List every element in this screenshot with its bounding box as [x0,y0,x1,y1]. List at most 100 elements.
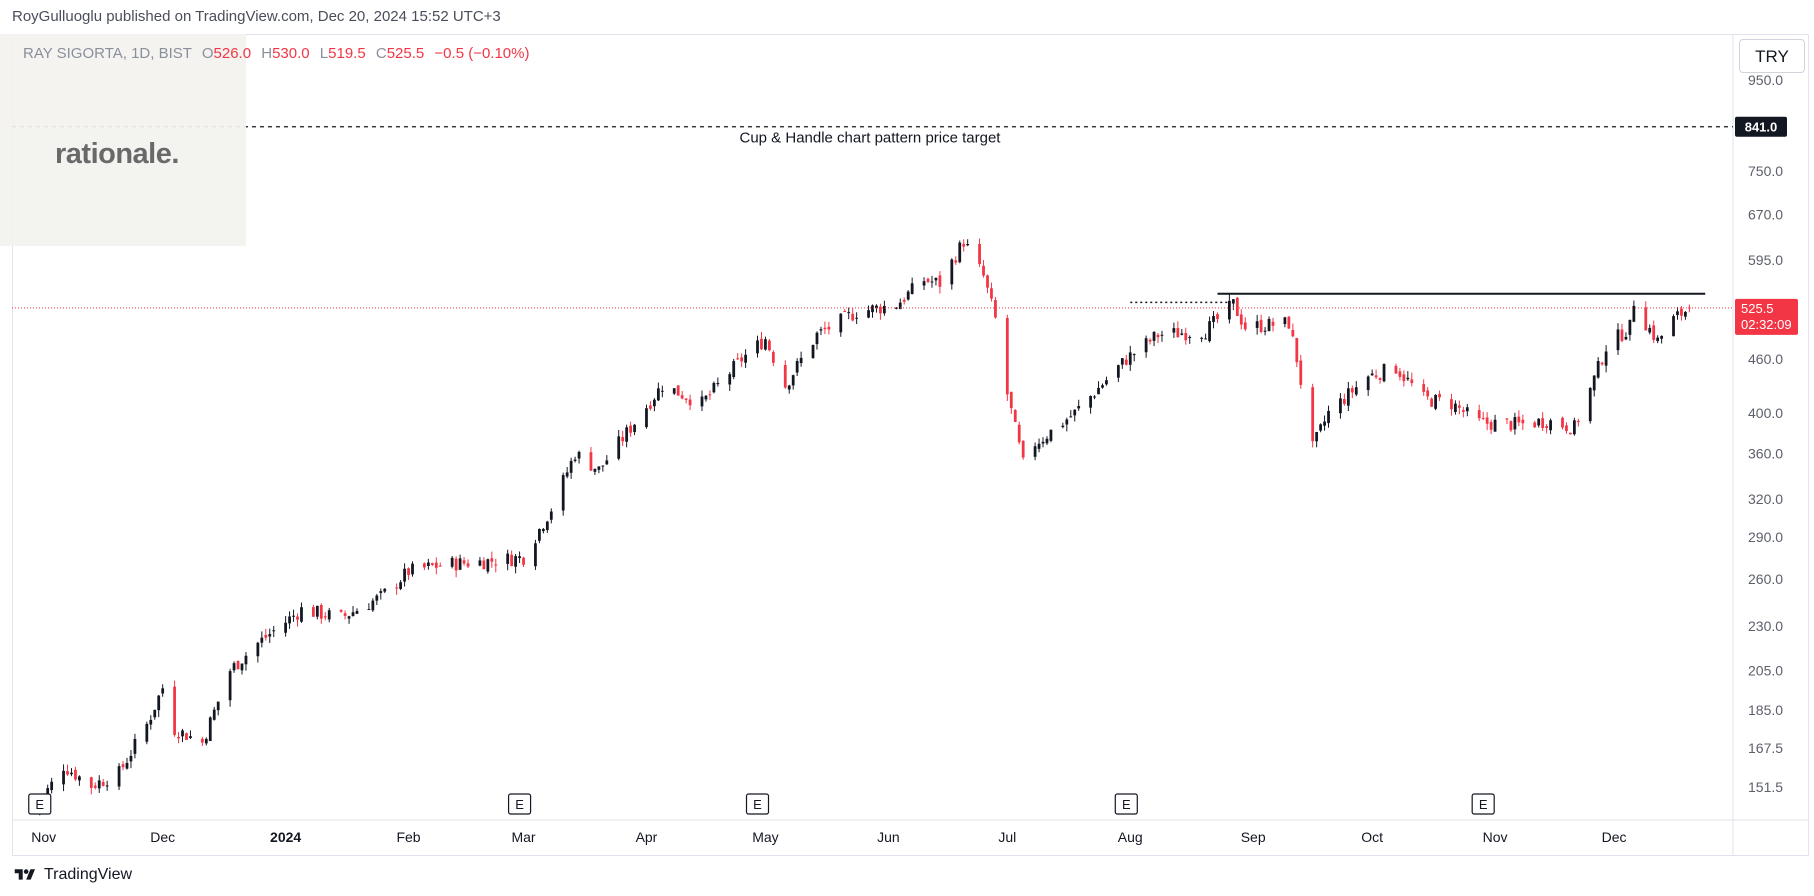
candle-body [1259,319,1263,332]
earnings-marker [28,793,52,815]
candle-body [545,521,549,531]
candle-body [323,616,327,618]
candle-body [383,588,387,592]
candle-body [236,660,240,670]
candle-body [815,332,819,345]
candle-body [1600,362,1604,365]
candle-body [351,612,355,616]
candle-body [1208,321,1211,342]
candle-body [288,616,291,624]
candle-body [1105,380,1108,385]
candle-body [1116,365,1120,378]
x-tick-label: Jul [998,829,1016,845]
candle-body [760,338,763,350]
candle-body [1350,388,1354,393]
candle-body [1426,390,1430,397]
candle-body [1481,417,1485,419]
candle-body [621,437,625,442]
candle-body [930,281,934,283]
candle-body [847,312,851,314]
candle-body [1267,318,1271,331]
x-tick-label: Nov [31,829,56,845]
candle-body [173,686,176,735]
candle-body [1684,311,1687,317]
x-tick-label: 2024 [270,829,301,845]
candle-body [934,277,938,281]
candle-body [799,357,803,364]
candle-body [1148,339,1152,342]
candle-body [1204,338,1207,340]
candle-body [700,396,704,407]
candle-body [1188,337,1192,339]
candle-body [867,310,870,318]
candle-body [1132,354,1136,356]
earnings-marker [1114,793,1138,815]
x-tick-label: Mar [511,829,535,845]
candle-body [185,733,188,740]
candle-body [339,609,343,612]
candle-body [569,460,573,473]
candle-body [902,300,906,302]
candle-body [660,390,664,392]
candle-body [1299,360,1303,385]
candle-body [561,475,565,511]
candle-body [1013,409,1017,423]
candle-body [605,460,609,465]
target-price-badge [1735,116,1787,137]
candle-body [494,564,498,566]
candle-body [1461,410,1465,412]
candle-body [1676,311,1679,316]
candle-body [411,563,414,575]
candle-body [327,610,331,620]
candle-body [1263,330,1267,332]
candle-body [1652,325,1656,340]
candle-body [1565,425,1568,432]
candle-body [978,243,981,264]
candle-body [855,317,859,319]
candle-body [1354,387,1358,395]
candle-body [46,788,50,798]
candle-body [958,242,962,263]
candle-body [1045,438,1049,444]
candle-body [407,568,410,575]
candle-body [1128,352,1132,365]
candle-body [1406,377,1410,380]
chart-frame[interactable] [12,34,1809,856]
candle-body [573,459,577,461]
candle-body [950,259,954,285]
candle-body [1172,328,1176,333]
symbol-legend: RAY SIGORTA, 1D, BIST O526.0 H530.0 L519… [23,45,529,62]
candle-body [311,607,315,617]
y-tick-label: 950.0 [1748,72,1783,88]
candle-body [105,785,109,787]
earnings-marker [745,793,770,815]
candle-body [466,563,470,567]
currency-button[interactable]: TRY [1739,39,1805,73]
candle-body [300,607,303,622]
candle-body [1513,417,1517,430]
candle-body [791,375,795,386]
earnings-marker [1471,793,1495,815]
candle-body [906,291,910,300]
candle-body [1656,337,1660,342]
y-tick-label: 205.0 [1748,662,1783,678]
candle-body [756,340,759,354]
candle-body [1485,417,1489,424]
open-value: 526.0 [213,45,252,62]
tradingview-logo-icon [14,869,35,880]
candle-body [450,557,454,567]
candle-body [133,738,137,754]
candle-body [1545,426,1549,429]
candle-body [367,609,371,611]
candle-body [66,771,69,775]
candle-body [145,723,149,742]
target-annotation: Cup & Handle chart pattern price target [740,130,1002,147]
candle-body [212,709,216,720]
candle-body [379,591,383,593]
candle-body [129,755,133,762]
candle-body [994,300,997,318]
candle-body [1097,387,1100,395]
candle-body [1120,358,1124,365]
candle-body [1648,327,1652,333]
